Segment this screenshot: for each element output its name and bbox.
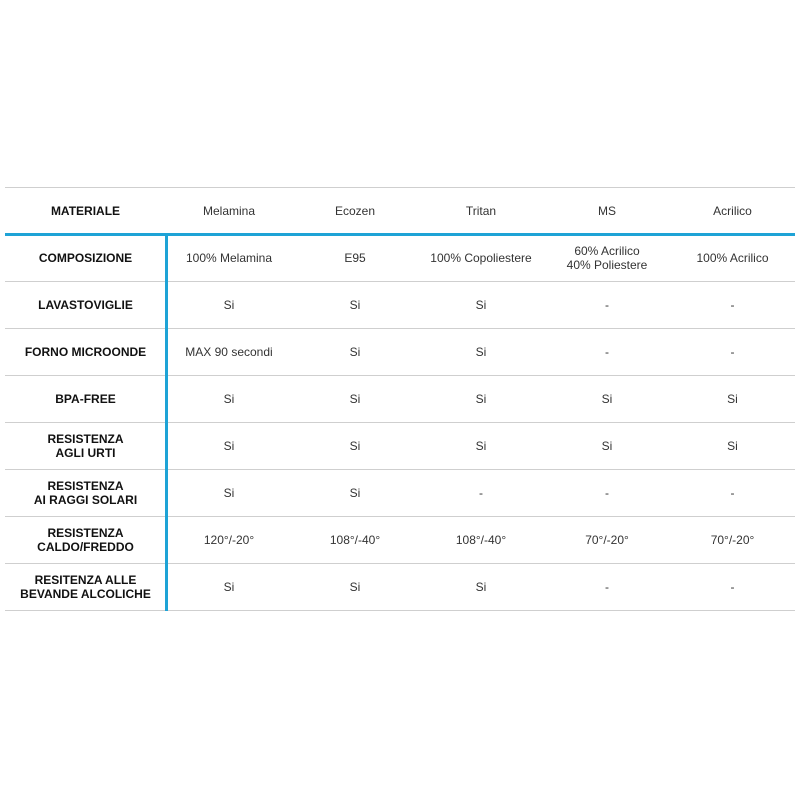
row-border xyxy=(5,281,795,282)
row-border xyxy=(5,422,795,423)
table-cell: Si xyxy=(475,297,487,312)
row-label: LAVASTOVIGLIE xyxy=(38,297,133,312)
column-divider xyxy=(165,234,168,611)
table-cell: Si xyxy=(349,579,361,594)
table-cell: 120°/-20° xyxy=(203,532,255,547)
table-cell: Si xyxy=(223,485,235,500)
header-cell: Melamina xyxy=(202,203,256,218)
table-cell: - xyxy=(730,297,735,312)
table-cell: Si xyxy=(349,344,361,359)
table-cell: 70°/-20° xyxy=(585,532,629,547)
table-cell: - xyxy=(605,485,609,500)
table-cell: - xyxy=(605,579,609,594)
row-label: RESISTENZA CALDO/FREDDO xyxy=(37,525,134,554)
table-cell: Si xyxy=(475,438,487,453)
table-cell: Si xyxy=(727,391,738,406)
table-cell: 108°/-40° xyxy=(455,532,507,547)
table-cell: Si xyxy=(475,344,487,359)
header-cell: Acrilico xyxy=(713,203,752,218)
row-border xyxy=(5,563,795,564)
table-cell: Si xyxy=(223,297,235,312)
row-border xyxy=(5,469,795,470)
table-cell: Si xyxy=(601,391,613,406)
table-cell: 100% Acrilico xyxy=(696,250,769,265)
table-cell: - xyxy=(730,485,735,500)
table-cell: 100% Melamina xyxy=(185,250,273,265)
table-cell: Si xyxy=(223,438,235,453)
row-label: COMPOSIZIONE xyxy=(38,250,133,265)
row-label: RESISTENZA AI RAGGI SOLARI xyxy=(33,478,138,507)
table-cell: Si xyxy=(727,438,738,453)
table-cell: - xyxy=(605,344,609,359)
table-cell: Si xyxy=(475,579,487,594)
row-label: RESISTENZA AGLI URTI xyxy=(47,431,124,460)
row-label: FORNO MICROONDE xyxy=(24,344,147,359)
header-cell: Ecozen xyxy=(334,203,376,218)
row-border xyxy=(5,187,795,188)
table-cell: 70°/-20° xyxy=(710,532,755,547)
table-cell: Si xyxy=(223,391,235,406)
header-cell: MATERIALE xyxy=(50,203,121,218)
header-cell: MS xyxy=(598,203,616,218)
header-cell: Tritan xyxy=(465,203,497,218)
table-cell: 60% Acrilico 40% Poliestere xyxy=(566,243,648,272)
table-cell: - xyxy=(479,485,483,500)
table-cell: - xyxy=(730,344,735,359)
table-cell: Si xyxy=(349,438,361,453)
row-border xyxy=(5,610,795,611)
table-cell: - xyxy=(730,579,735,594)
header-divider xyxy=(5,233,795,236)
table-cell: Si xyxy=(349,391,361,406)
table-cell: MAX 90 secondi xyxy=(185,344,273,359)
table-cell: E95 xyxy=(344,250,366,265)
row-label: RESITENZA ALLE BEVANDE ALCOLICHE xyxy=(20,572,151,601)
table-cell: Si xyxy=(349,485,361,500)
table-cell: - xyxy=(605,297,609,312)
row-border xyxy=(5,375,795,376)
row-border xyxy=(5,516,795,517)
table-cell: Si xyxy=(223,579,235,594)
table-cell: Si xyxy=(601,438,613,453)
table-cell: 108°/-40° xyxy=(329,532,381,547)
row-border xyxy=(5,328,795,329)
table-cell: 100% Copoliestere xyxy=(430,250,532,265)
table-cell: Si xyxy=(475,391,487,406)
table-cell: Si xyxy=(349,297,361,312)
row-label: BPA-FREE xyxy=(55,391,116,406)
